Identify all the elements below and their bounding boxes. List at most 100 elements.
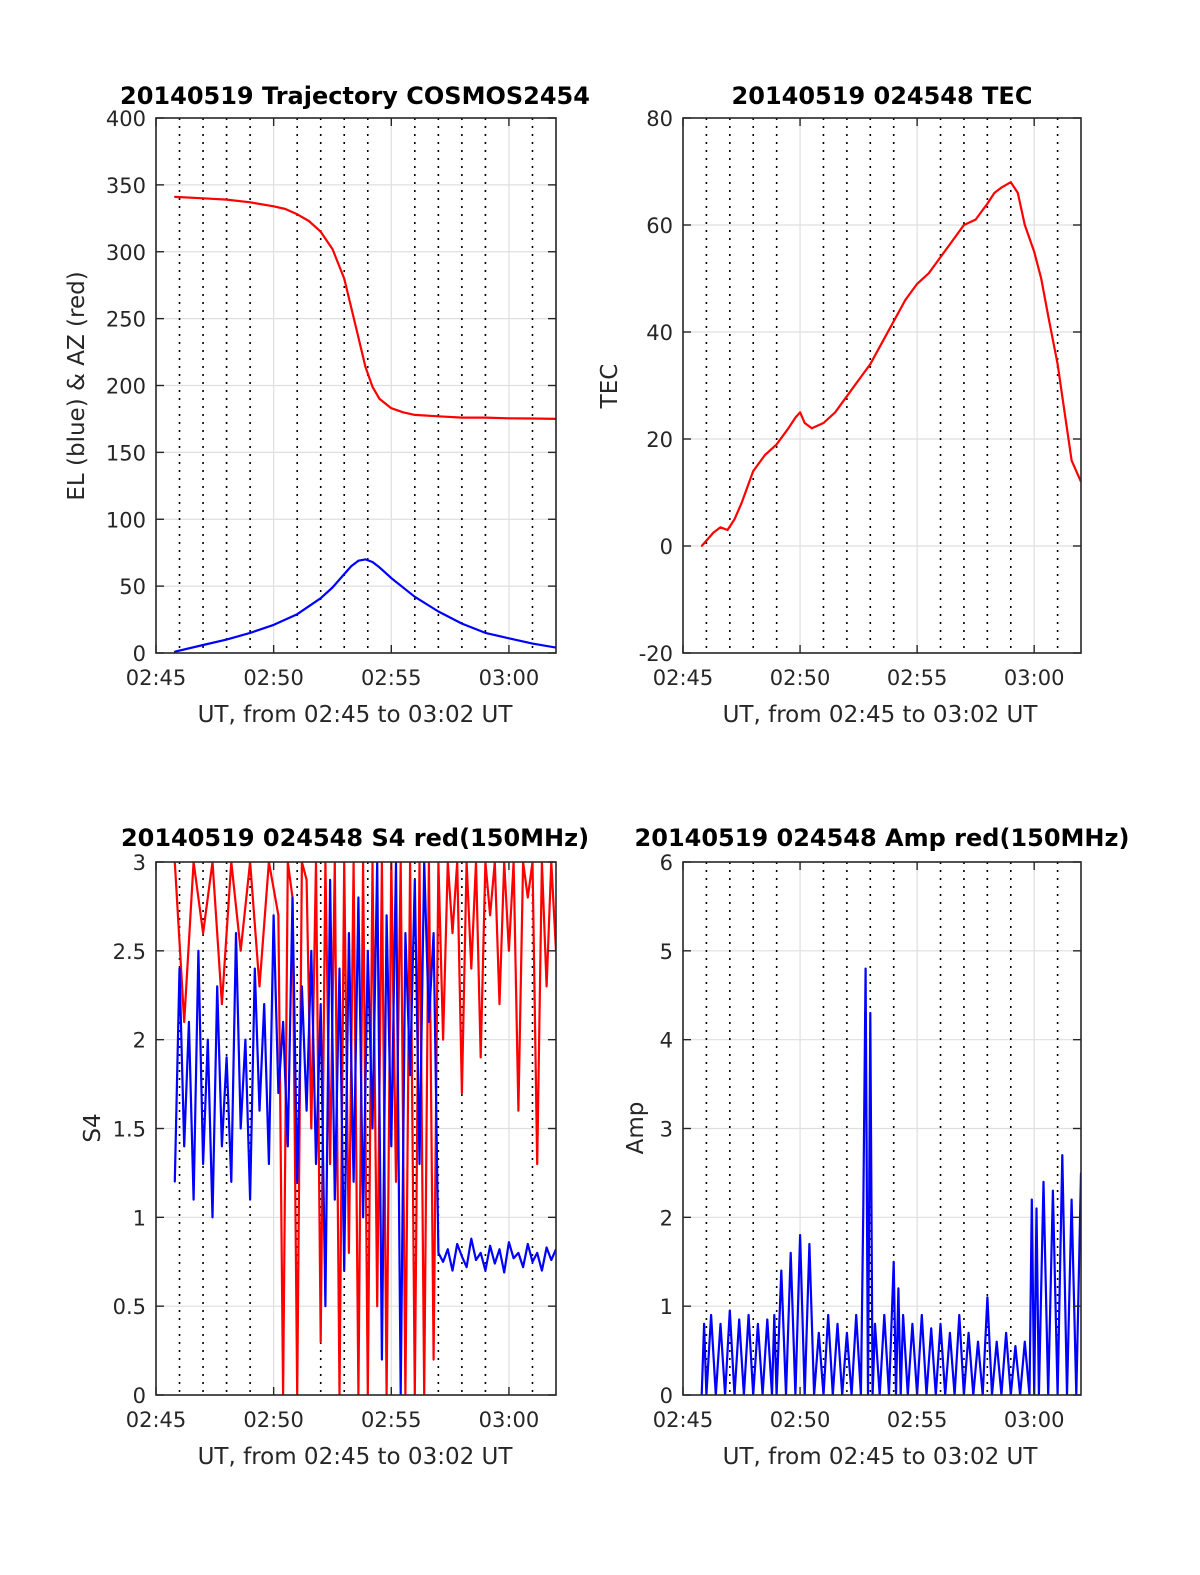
- blue-data-point: [183, 1145, 186, 1148]
- y-tick-label: 80: [646, 107, 673, 131]
- blue-data-point: [1061, 1154, 1064, 1157]
- blue-data-point: [986, 1296, 989, 1299]
- x-tick-label: 02:45: [653, 666, 714, 690]
- y-tick-label: 20: [646, 428, 673, 452]
- blue-data-point: [343, 1269, 346, 1272]
- y-tick-label: 3: [660, 1118, 673, 1142]
- blue-data-point: [541, 1269, 543, 1272]
- blue-data-point: [230, 1180, 233, 1183]
- red-data-point: [1070, 459, 1073, 462]
- blue-data-point: [864, 967, 867, 970]
- red-data-point: [705, 539, 708, 542]
- red-data-point: [357, 336, 360, 339]
- x-tick-label: 02:50: [770, 666, 831, 690]
- red-data-point: [451, 932, 454, 934]
- red-data-point: [484, 416, 487, 419]
- blue-data-point: [512, 1257, 515, 1260]
- red-data-point: [834, 411, 837, 414]
- blue-data-point: [817, 1331, 820, 1334]
- blue-data-point: [202, 644, 205, 646]
- y-tick-label: 40: [646, 321, 673, 345]
- y-tick-label: 300: [106, 241, 146, 265]
- x-tick-label: 02:50: [243, 666, 304, 690]
- x-tick-label: 03:00: [1004, 666, 1065, 690]
- blue-data-point: [489, 1244, 491, 1247]
- y-tick-label: 3: [133, 851, 146, 875]
- red-data-point: [775, 443, 778, 446]
- red-data-point: [272, 205, 275, 208]
- red-data-point: [939, 256, 942, 258]
- blue-data-point: [206, 1038, 209, 1041]
- blue-data-point: [892, 1260, 895, 1263]
- blue-data-point: [202, 1163, 205, 1165]
- red-data-point: [221, 1003, 223, 1005]
- blue-data-point: [1014, 1345, 1017, 1347]
- y-tick-label: 4: [660, 1029, 673, 1053]
- blue-data-point: [173, 650, 176, 653]
- red-data-point: [413, 414, 416, 416]
- x-axis-label: UT, from 02:45 to 03:02 UT: [723, 1444, 1039, 1470]
- blue-data-point: [216, 985, 219, 988]
- x-axis-label: UT, from 02:45 to 03:02 UT: [723, 702, 1039, 728]
- y-tick-label: 1: [133, 1206, 146, 1230]
- red-data-point: [432, 1358, 435, 1361]
- blue-data-point: [728, 1309, 731, 1312]
- blue-data-point: [413, 595, 416, 598]
- blue-data-point: [967, 1331, 970, 1334]
- blue-data-point: [461, 622, 463, 625]
- red-data-point: [857, 379, 860, 381]
- red-data-point: [239, 949, 242, 952]
- grid-layer: [683, 118, 1081, 653]
- red-data-point: [904, 299, 907, 301]
- blue-data-point: [503, 1271, 506, 1274]
- y-tick-label: 60: [646, 214, 673, 238]
- y-tick-label: 6: [660, 851, 673, 875]
- blue-data-point: [385, 914, 388, 917]
- blue-data-point: [1042, 1180, 1045, 1183]
- blue-data-point: [484, 1269, 487, 1272]
- y-tick-label: 350: [106, 174, 146, 198]
- blue-data-point: [977, 1340, 979, 1343]
- blue-data-point: [508, 1241, 510, 1244]
- red-data-point: [249, 201, 252, 204]
- blue-data-point: [331, 586, 334, 589]
- red-data-point: [892, 320, 895, 323]
- red-data-point: [1000, 186, 1003, 189]
- blue-data-point: [286, 1145, 289, 1148]
- red-data-point: [437, 415, 440, 418]
- blue-data-point: [846, 1331, 848, 1334]
- blue-data-point: [272, 914, 275, 917]
- blue-data-point: [277, 1092, 280, 1094]
- blue-data-point: [1070, 1198, 1073, 1201]
- blue-data-point: [404, 932, 407, 934]
- y-tick-label: 400: [106, 107, 146, 131]
- red-data-point: [329, 1163, 331, 1165]
- red-data-point: [350, 307, 353, 309]
- red-data-point: [916, 283, 918, 285]
- y-axis-label: TEC: [597, 364, 623, 410]
- blue-data-point: [357, 559, 360, 562]
- blue-data-point: [350, 565, 353, 567]
- red-data-point: [846, 395, 848, 398]
- red-data-point: [395, 1180, 397, 1183]
- red-data-point: [402, 411, 404, 414]
- blue-data-point: [272, 624, 275, 626]
- red-data-point: [343, 277, 346, 280]
- blue-data-point: [550, 1259, 553, 1261]
- blue-data-point: [883, 1314, 886, 1316]
- blue-data-point: [939, 1323, 942, 1325]
- blue-data-point: [371, 561, 374, 563]
- red-data-point: [951, 240, 954, 243]
- blue-data-point: [249, 632, 252, 634]
- blue-data-point: [239, 1127, 242, 1130]
- blue-data-point: [338, 967, 341, 970]
- red-data-point: [787, 427, 790, 430]
- red-data-point: [869, 363, 872, 365]
- blue-data-point: [305, 1109, 308, 1112]
- blue-data-point: [178, 967, 181, 970]
- blue-data-point: [390, 577, 393, 579]
- blue-data-point: [352, 1180, 355, 1183]
- y-tick-label: 0: [660, 535, 673, 559]
- blue-data-point: [780, 1269, 783, 1272]
